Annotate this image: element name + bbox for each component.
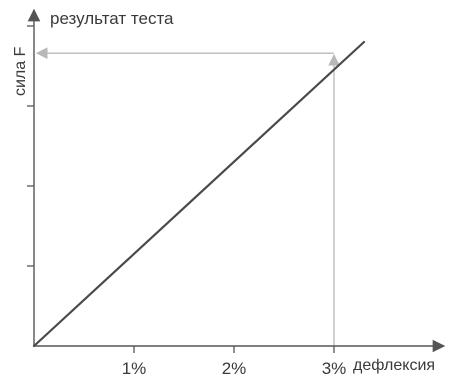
x-tick-labels: 1% 2% 3% xyxy=(122,359,347,378)
x-tick-marks xyxy=(133,346,335,353)
x-tick-label-1: 1% xyxy=(122,359,147,378)
x-tick-label-3: 3% xyxy=(322,359,347,378)
x-axis-label: дефлексия xyxy=(353,357,435,374)
x-tick-label-2: 2% xyxy=(222,359,247,378)
y-axis-label: сила F xyxy=(12,46,29,96)
series-line xyxy=(32,40,366,348)
y-tick-marks xyxy=(27,25,34,267)
chart-title: результат теста xyxy=(50,9,174,28)
